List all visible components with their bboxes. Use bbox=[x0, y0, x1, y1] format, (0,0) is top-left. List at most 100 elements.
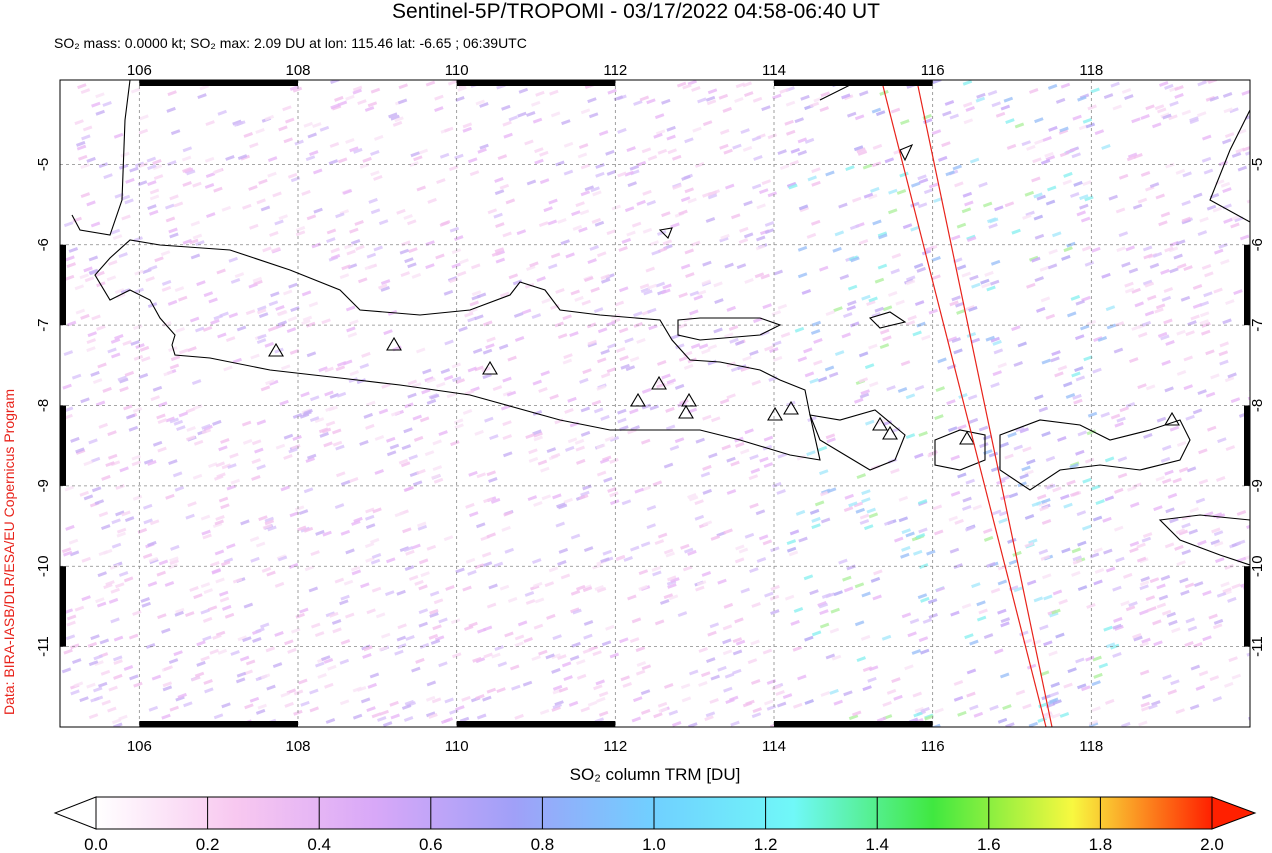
so2-pixel bbox=[767, 133, 778, 140]
so2-pixel bbox=[1183, 355, 1193, 362]
so2-pixel bbox=[879, 343, 890, 350]
so2-pixel bbox=[220, 438, 230, 444]
so2-pixel bbox=[647, 307, 657, 314]
so2-pixel bbox=[918, 431, 928, 437]
so2-pixel bbox=[1024, 190, 1035, 197]
so2-pixel bbox=[730, 460, 740, 467]
so2-pixel bbox=[108, 685, 118, 692]
so2-pixel bbox=[105, 461, 115, 468]
so2-pixel bbox=[244, 703, 254, 710]
so2-pixel bbox=[346, 326, 356, 333]
so2-pixel bbox=[534, 597, 545, 604]
so2-pixel bbox=[307, 132, 317, 139]
so2-pixel bbox=[893, 694, 903, 701]
so2-pixel bbox=[1037, 494, 1047, 500]
so2-pixel bbox=[202, 325, 213, 332]
so2-pixel bbox=[785, 100, 796, 107]
so2-pixel bbox=[596, 696, 606, 703]
so2-pixel bbox=[212, 633, 222, 640]
so2-pixel bbox=[350, 565, 361, 572]
so2-pixel bbox=[230, 478, 241, 485]
so2-pixel bbox=[705, 711, 716, 718]
so2-pixel bbox=[540, 370, 550, 377]
so2-pixel bbox=[474, 314, 484, 321]
so2-pixel bbox=[620, 363, 630, 370]
frame-bar bbox=[1244, 566, 1250, 647]
so2-pixel bbox=[170, 355, 181, 362]
so2-pixel bbox=[1061, 254, 1071, 261]
so2-pixel bbox=[811, 320, 822, 327]
so2-pixel bbox=[277, 555, 288, 562]
so2-pixel bbox=[1047, 263, 1058, 270]
so2-pixel bbox=[330, 103, 340, 110]
so2-pixel bbox=[910, 181, 921, 188]
so2-pixel bbox=[65, 634, 76, 641]
so2-pixel bbox=[610, 499, 620, 506]
so2-pixel bbox=[524, 139, 534, 146]
so2-pixel bbox=[101, 474, 111, 481]
so2-pixel bbox=[999, 494, 1010, 501]
so2-pixel bbox=[641, 147, 652, 154]
so2-pixel bbox=[514, 641, 524, 648]
so2-pixel bbox=[1026, 663, 1037, 670]
frame-bar bbox=[1244, 405, 1250, 486]
so2-pixel bbox=[135, 343, 145, 350]
so2-pixel bbox=[636, 199, 646, 206]
so2-pixel bbox=[755, 244, 766, 251]
so2-pixel bbox=[90, 221, 101, 228]
so2-pixel bbox=[476, 522, 486, 529]
so2-pixel bbox=[490, 497, 501, 504]
so2-pixel bbox=[118, 714, 128, 721]
so2-pixel bbox=[83, 460, 93, 467]
so2-pixel bbox=[1178, 529, 1189, 536]
so2-pixel bbox=[1227, 596, 1237, 603]
so2-pixel bbox=[1229, 107, 1239, 114]
so2-pixel bbox=[763, 462, 774, 469]
so2-pixel bbox=[1004, 201, 1015, 208]
so2-pixel bbox=[1040, 554, 1051, 561]
so2-pixel bbox=[483, 320, 493, 327]
so2-pixel bbox=[285, 117, 295, 124]
so2-pixel bbox=[513, 312, 524, 318]
so2-pixel bbox=[726, 489, 737, 495]
so2-pixel bbox=[947, 336, 958, 343]
so2-pixel bbox=[969, 704, 979, 711]
so2-pixel bbox=[119, 466, 129, 473]
so2-pixel bbox=[969, 157, 980, 164]
so2-pixel bbox=[229, 452, 239, 459]
so2-pixel bbox=[484, 416, 494, 423]
so2-pixel bbox=[93, 695, 104, 702]
so2-pixel bbox=[640, 541, 651, 548]
so2-pixel bbox=[310, 550, 320, 557]
so2-pixel bbox=[458, 326, 468, 333]
so2-pixel bbox=[730, 720, 740, 727]
so2-pixel bbox=[779, 164, 790, 171]
so2-pixel bbox=[298, 509, 309, 516]
so2-pixel bbox=[1031, 501, 1042, 508]
so2-pixel bbox=[95, 270, 105, 277]
so2-pixel bbox=[203, 588, 213, 595]
so2-pixel bbox=[719, 236, 729, 243]
so2-pixel bbox=[624, 206, 635, 213]
so2-pixel bbox=[297, 525, 307, 532]
so2-pixel bbox=[917, 499, 928, 505]
so2-pixel bbox=[388, 112, 398, 119]
so2-pixel bbox=[65, 524, 75, 531]
so2-pixel bbox=[549, 89, 559, 96]
so2-pixel bbox=[681, 696, 692, 703]
so2-pixel bbox=[284, 639, 294, 646]
so2-pixel bbox=[1103, 548, 1113, 555]
so2-pixel bbox=[1040, 158, 1051, 165]
so2-pixel bbox=[398, 458, 409, 465]
so2-pixel bbox=[723, 602, 734, 609]
so2-pixel bbox=[1212, 696, 1222, 703]
so2-pixel bbox=[861, 294, 871, 301]
so2-pixel bbox=[618, 327, 629, 334]
so2-pixel bbox=[784, 119, 794, 126]
so2-pixel bbox=[905, 393, 916, 400]
so2-pixel bbox=[1097, 336, 1108, 342]
so2-pixel bbox=[646, 200, 656, 206]
so2-pixel bbox=[475, 657, 486, 664]
so2-pixel bbox=[811, 219, 821, 226]
so2-pixel bbox=[869, 381, 879, 388]
